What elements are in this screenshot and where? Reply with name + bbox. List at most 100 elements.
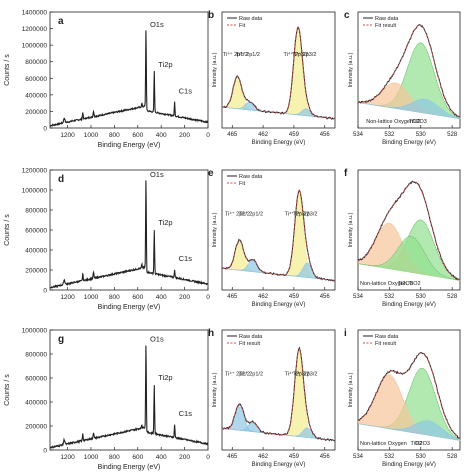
y-axis-label: Counts / s <box>4 374 11 406</box>
y-tick-label: 600000 <box>25 376 47 383</box>
component-label: Ti³⁺ 2p1/2 <box>239 211 263 218</box>
x-tick-label: 459 <box>289 132 300 138</box>
y-tick-label: 1000000 <box>22 328 48 335</box>
component-label: Ti⁴⁺ 2p3/2 <box>285 211 310 218</box>
x-axis-label: Binding Energy (eV) <box>98 142 161 149</box>
y-tick-label: 800000 <box>25 208 47 215</box>
y-axis-label: Intensity (a.u.) <box>212 212 218 247</box>
y-tick-label: 0 <box>43 288 47 295</box>
panel-label: i <box>344 328 347 339</box>
survey-panel-d: 0 200000 400000 600000 800000 1000000 1200000 1… <box>4 168 210 312</box>
component-outline <box>357 367 460 440</box>
plot-frame <box>49 329 209 451</box>
x-tick-label: 530 <box>416 132 427 138</box>
y-tick-label: 1200000 <box>22 26 48 33</box>
component-label: Ti⁴⁺ 2p1/2 <box>223 51 248 58</box>
component-label: Ti⁴⁺ 2p3/2 <box>285 371 310 378</box>
legend-entry: Raw data <box>375 334 399 340</box>
peak-label-ti2p: Ti2p <box>158 60 172 69</box>
component-outline <box>357 42 460 118</box>
detail-panel-h: 465 462 459 456 Binding Energy (eV) Intensity… <box>208 328 336 468</box>
component-label: Ti2O3 <box>412 119 427 125</box>
y-axis-label: Intensity (a.u.) <box>348 52 354 87</box>
legend-entry: Raw data <box>239 174 263 180</box>
component-label: Ti³⁺ 2p3/2 <box>293 211 317 218</box>
x-axis-label: Binding Energy (eV) <box>252 140 306 146</box>
plot-frame <box>357 169 461 291</box>
x-tick-label: 1200 <box>60 294 75 301</box>
x-axis-label: Binding Energy (eV) <box>252 302 306 308</box>
x-tick-label: 400 <box>156 132 167 139</box>
y-tick-label: 400000 <box>25 248 47 255</box>
peak-label-c1s: C1s <box>179 254 193 263</box>
x-tick-label: 0 <box>206 132 210 139</box>
x-tick-label: 1000 <box>84 454 99 461</box>
survey-panel-g: 0 200000 400000 600000 800000 1000000 1200 1000… <box>4 328 210 472</box>
x-tick-label: 400 <box>156 294 167 301</box>
component-label: Ti³⁺ 2p1/2 <box>236 51 260 58</box>
peak-label-c1s: C1s <box>179 87 193 96</box>
component-label: TiO2 <box>409 119 421 125</box>
y-tick-label: 1200000 <box>22 168 48 175</box>
component-area <box>221 427 336 441</box>
legend-entry: Fit result <box>375 23 397 29</box>
plot-frame <box>221 11 336 129</box>
x-tick-label: 532 <box>384 294 395 300</box>
x-tick-label: 800 <box>109 294 120 301</box>
x-tick-label: 534 <box>353 454 364 460</box>
x-tick-label: 1200 <box>60 454 75 461</box>
component-label: Non-lattice Oxygen <box>366 119 413 125</box>
survey-spectrum-line <box>49 345 209 449</box>
fit-line <box>222 26 336 120</box>
y-tick-label: 200000 <box>25 424 47 431</box>
x-tick-label: 530 <box>416 294 427 300</box>
x-tick-label: 528 <box>447 454 458 460</box>
y-tick-label: 600000 <box>25 76 47 83</box>
detail-panel-i: 534 532 530 528 Binding Energy (eV) Intensity… <box>344 328 461 468</box>
peak-label-c1s: C1s <box>179 409 193 418</box>
fit-line <box>221 348 336 441</box>
x-axis-label: Binding Energy (eV) <box>382 462 436 468</box>
fit-line <box>221 189 336 281</box>
x-tick-label: 465 <box>227 132 238 138</box>
detail-panel-f: 534 532 530 528 Binding Energy (eV) Intensity… <box>344 168 461 308</box>
y-tick-label: 800000 <box>25 352 47 359</box>
component-label: Ti³⁺ 2p3/2 <box>292 51 316 58</box>
peak-label-o1s: O1s <box>150 20 164 29</box>
x-axis-label: Binding Energy (eV) <box>98 464 161 471</box>
component-area <box>357 235 461 281</box>
peak-label-ti2p: Ti2p <box>158 218 172 227</box>
plot-frame <box>221 169 336 291</box>
x-tick-label: 534 <box>353 132 364 138</box>
y-tick-label: 200000 <box>25 268 47 275</box>
y-axis-label: Intensity (a.u.) <box>348 212 354 247</box>
component-label: TiO2 <box>410 441 422 447</box>
x-tick-label: 600 <box>132 454 143 461</box>
x-axis-label: Binding Energy (eV) <box>252 462 306 468</box>
y-tick-label: 1400000 <box>22 10 48 17</box>
peak-label-o1s: O1s <box>150 170 164 179</box>
x-tick-label: 462 <box>258 294 269 300</box>
panel-label: b <box>208 10 214 21</box>
component-area <box>221 403 336 441</box>
survey-spectrum-line <box>49 180 209 289</box>
x-tick-label: 600 <box>132 294 143 301</box>
x-tick-label: 462 <box>258 454 269 460</box>
component-label: Non-lattice Oxygen <box>360 281 407 287</box>
legend-entry: Fit <box>239 23 246 29</box>
component-area <box>357 420 461 441</box>
component-label: Ti⁴⁺ 2p1/2 <box>225 371 250 378</box>
x-tick-label: 465 <box>227 454 238 460</box>
x-tick-label: 600 <box>132 132 143 139</box>
y-tick-label: 400000 <box>25 400 47 407</box>
fit-line <box>357 181 460 280</box>
component-label: Ti⁴⁺ 2p1/2 <box>225 211 250 218</box>
x-tick-label: 462 <box>258 132 269 138</box>
x-tick-label: 400 <box>156 454 167 461</box>
x-tick-label: 534 <box>353 294 364 300</box>
detail-panel-b: 465 462 459 456 Binding Energy (eV) Intensity… <box>208 10 336 146</box>
component-outline <box>357 236 460 281</box>
x-tick-label: 528 <box>447 294 458 300</box>
x-tick-label: 0 <box>206 294 210 301</box>
